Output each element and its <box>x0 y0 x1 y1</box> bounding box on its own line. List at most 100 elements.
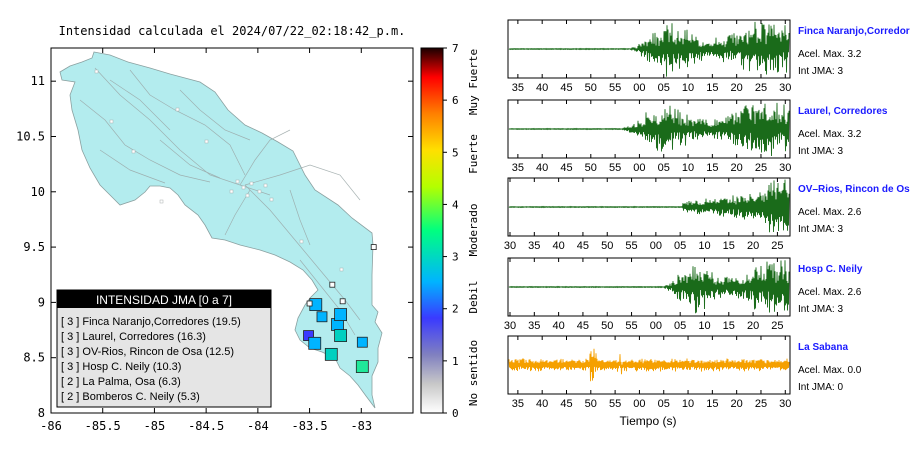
station-marker <box>356 336 368 348</box>
waveform-tick-label: 50 <box>601 320 613 332</box>
waveform-tick-label: 35 <box>512 82 524 94</box>
waveform-panel: 35 40 45 50 55 00 05 10 15 20 25 30 La Sabana Acel. M… <box>507 335 862 410</box>
colorbar-tick-label: 1 <box>452 355 459 368</box>
waveform-tick-label: 10 <box>682 162 694 174</box>
waveform-tick-label: 20 <box>731 82 743 94</box>
legend-header <box>57 290 271 308</box>
station-marker <box>355 360 369 373</box>
waveform-tick-label: 35 <box>512 162 524 174</box>
waveform-tick-label: 20 <box>731 162 743 174</box>
waveform-trace <box>508 348 790 382</box>
x-tick-label: -85 <box>144 419 166 433</box>
waveform-xlabel: Tiempo (s) <box>620 414 677 428</box>
station-marker <box>306 300 313 307</box>
waveform-panel: 30 35 40 45 50 55 00 05 10 15 20 25 OV–Rios, Rincon … <box>504 177 910 252</box>
colorbar-tick-label: 6 <box>452 94 459 107</box>
colorbar-tick-label: 2 <box>452 303 459 316</box>
legend-item: [ 3 ] OV-Rios, Rincon de Osa (12.5) <box>61 346 234 358</box>
waveform-tick-label: 55 <box>625 240 637 252</box>
waveform-tick-label: 25 <box>771 240 783 252</box>
waveform-tick-label: 40 <box>536 82 548 94</box>
waveform-jma-intensity: Int JMA: 3 <box>798 146 843 157</box>
waveform-tick-label: 00 <box>650 240 662 252</box>
waveform-tick-label: 45 <box>560 82 572 94</box>
waveform-tick-label: 15 <box>723 320 735 332</box>
colorbar-tick-label: 5 <box>452 146 459 159</box>
waveform-tick-label: 45 <box>560 398 572 410</box>
colorbar-label-moderado: Moderado <box>467 204 480 257</box>
legend-item: [ 3 ] Hosp C. Neily (10.3) <box>61 361 181 373</box>
station-marker <box>324 347 338 361</box>
colorbar-tick-label: 7 <box>452 42 459 55</box>
waveform-panel: 35 40 45 50 55 00 05 10 15 20 25 30 Finca Naranjo,Co… <box>507 19 910 94</box>
waveform-tick-label: 30 <box>779 82 791 94</box>
waveform-tick-label: 40 <box>552 240 564 252</box>
waveform-tick-label: 05 <box>674 320 686 332</box>
waveform-accel-max: Acel. Max. 2.6 <box>798 287 862 298</box>
waveform-tick-label: 45 <box>577 240 589 252</box>
colorbar-tick-label: 3 <box>452 251 459 264</box>
waveform-tick-label: 10 <box>698 320 710 332</box>
waveform-tick-label: 30 <box>779 398 791 410</box>
waveform-tick-label: 15 <box>706 162 718 174</box>
waveform-tick-label: 40 <box>552 320 564 332</box>
waveform-tick-label: 35 <box>512 398 524 410</box>
waveform-trace <box>508 21 790 77</box>
x-tick-label: -83.5 <box>292 419 328 433</box>
waveform-tick-label: 50 <box>585 398 597 410</box>
waveform-tick-label: 45 <box>560 162 572 174</box>
waveform-tick-label: 05 <box>674 240 686 252</box>
colorbar-tick-label: 4 <box>452 198 459 211</box>
waveform-accel-max: Acel. Max. 0.0 <box>798 365 862 376</box>
x-tick-label: -84 <box>247 419 269 433</box>
costa-rica-landmass <box>59 51 383 409</box>
colorbar-label-debil: Debil <box>467 280 480 313</box>
waveform-accel-max: Acel. Max. 3.2 <box>798 49 862 60</box>
colorbar-gradient <box>420 47 444 414</box>
y-tick-label: 9.5 <box>23 240 45 254</box>
station-marker <box>308 336 322 350</box>
legend-box <box>56 289 272 408</box>
waveform-tick-label: 10 <box>698 240 710 252</box>
station-marker <box>329 281 336 288</box>
waveform-tick-label: 15 <box>723 240 735 252</box>
waveform-tick-label: 00 <box>633 82 645 94</box>
road-network <box>79 67 361 336</box>
waveform-tick-label: 55 <box>609 82 621 94</box>
waveform-tick-label: 25 <box>771 320 783 332</box>
waveform-trace <box>508 260 790 314</box>
waveform-tick-label: 25 <box>755 398 767 410</box>
waveform-tick-label: 00 <box>650 320 662 332</box>
waveform-tick-label: 15 <box>706 398 718 410</box>
waveform-tick-label: 30 <box>504 240 516 252</box>
waveform-tick-label: 00 <box>633 162 645 174</box>
x-tick-label: -83 <box>350 419 372 433</box>
station-marker <box>334 308 348 321</box>
waveform-tick-label: 55 <box>609 162 621 174</box>
waveform-station-name: OV–Rios, Rincon de Osa <box>798 184 910 195</box>
waveform-station-name: Laurel, Corredores <box>798 106 888 117</box>
waveform-panels: 35 40 45 50 55 00 05 10 15 20 25 30 Finca Naranjo,Co… <box>504 19 910 410</box>
y-tick-label: 10.5 <box>16 129 45 143</box>
station-marker <box>370 244 377 250</box>
waveform-tick-label: 50 <box>585 162 597 174</box>
intensity-colorbar: 0 1 2 3 4 5 6 7 No sentido Debil Moderado Fuert… <box>420 42 480 420</box>
waveform-panel: 35 40 45 50 55 00 05 10 15 20 25 30 Laurel, Corredor… <box>507 99 888 174</box>
waveform-tick-label: 00 <box>633 398 645 410</box>
y-tick-label: 8 <box>38 406 45 420</box>
waveform-tick-label: 50 <box>585 82 597 94</box>
station-marker <box>339 298 346 305</box>
waveform-tick-label: 25 <box>755 82 767 94</box>
waveform-tick-label: 25 <box>755 162 767 174</box>
waveform-trace <box>508 179 790 233</box>
colorbar-ticks: 0 1 2 3 4 5 6 7 <box>443 42 459 420</box>
map-frame <box>50 47 414 414</box>
station-marker <box>334 329 348 342</box>
map-panel: INTENSIDAD JMA [0 a 7] [ 3 ] Finca Naran… <box>16 47 414 433</box>
town-markers <box>94 69 344 272</box>
waveform-tick-label: 45 <box>577 320 589 332</box>
waveform-tick-label: 50 <box>601 240 613 252</box>
map-legend: INTENSIDAD JMA [0 a 7] [ 3 ] Finca Naran… <box>56 289 272 408</box>
station-markers <box>303 244 377 373</box>
